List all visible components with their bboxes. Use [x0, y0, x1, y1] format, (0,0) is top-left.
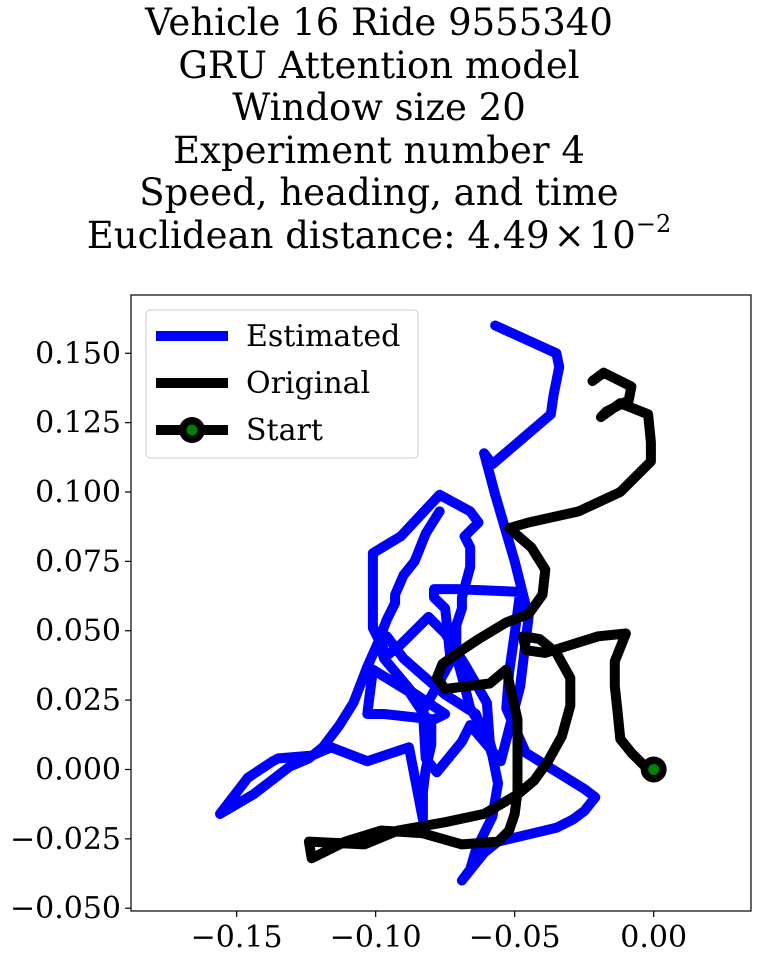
y-tick-label: 0.000	[35, 752, 121, 787]
y-axis: −0.050 −0.025 0.000 0.025 0.050 0.075 0.100 0.1…	[10, 336, 131, 926]
metric-exponent: −2	[635, 209, 672, 238]
x-tick-label: −0.05	[469, 920, 561, 955]
x-tick-label: 0.00	[620, 920, 687, 955]
title-line-metric: Euclidean distance: 4.49 × 10−2	[0, 212, 758, 258]
title-line-3: Window size 20	[232, 86, 526, 129]
legend-label-estimated: Estimated	[246, 319, 400, 354]
legend-frame	[145, 309, 419, 459]
y-tick-label: 0.075	[35, 544, 121, 579]
x-axis: −0.15 −0.10 −0.05 0.00	[191, 911, 687, 955]
legend-label-start: Start	[246, 413, 323, 448]
legend-label-original: Original	[246, 366, 370, 401]
legend: Estimated Original Start	[145, 309, 419, 459]
y-tick-label: 0.025	[35, 683, 121, 718]
metric-times: ×	[553, 213, 585, 257]
metric-prefix: Euclidean distance:	[86, 213, 468, 257]
metric-mantissa: 4.49	[467, 213, 550, 257]
title-line-2: GRU Attention model	[178, 43, 580, 87]
axes-frame	[130, 294, 752, 912]
plot-lines	[215, 320, 667, 886]
series-line-original	[303, 367, 659, 864]
y-tick-label: 0.050	[35, 614, 121, 649]
metric-base: 10	[588, 213, 636, 257]
title-line-1: Vehicle 16 Ride 9555340	[145, 1, 613, 44]
y-tick-label: 0.125	[35, 406, 121, 441]
y-tick-label: −0.025	[10, 822, 121, 857]
x-tick-label: −0.15	[191, 920, 283, 955]
legend-start-marker-inner	[186, 424, 198, 436]
y-tick-label: 0.150	[35, 336, 121, 371]
x-tick-label: −0.10	[330, 920, 422, 955]
series-line-estimated	[215, 320, 601, 886]
title-line-4: Experiment number 4	[173, 128, 585, 172]
title-line-5: Speed, heading, and time	[139, 171, 619, 214]
chart-title: Vehicle 16 Ride 9555340 GRU Attention mo…	[0, 1, 758, 258]
start-marker-inner	[648, 763, 660, 775]
y-tick-label: −0.050	[10, 891, 121, 926]
y-tick-label: 0.100	[35, 475, 121, 510]
